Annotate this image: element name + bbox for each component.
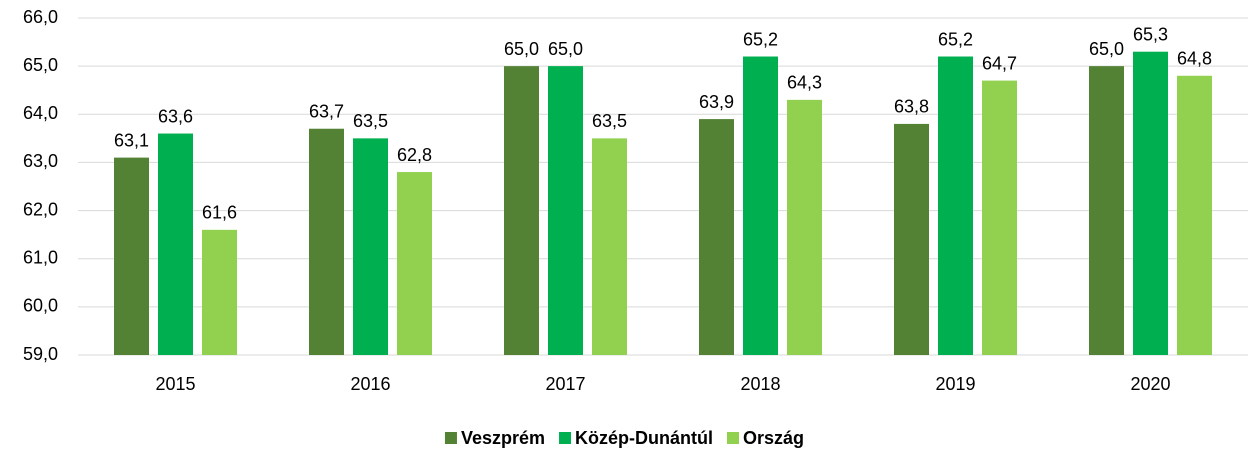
data-label: 63,7 <box>309 101 344 121</box>
bar <box>202 229 237 355</box>
bar <box>592 138 627 355</box>
y-tick-label: 64,0 <box>23 103 58 123</box>
x-tick-label: 2019 <box>935 374 975 394</box>
y-tick-label: 63,0 <box>23 151 58 171</box>
bar <box>309 128 344 355</box>
data-label: 65,0 <box>504 39 539 59</box>
y-tick-label: 66,0 <box>23 7 58 27</box>
bar <box>787 99 822 355</box>
legend-swatch <box>559 432 572 444</box>
data-label: 63,6 <box>158 106 193 126</box>
data-label: 65,0 <box>1089 39 1124 59</box>
data-label: 63,9 <box>699 92 734 112</box>
legend-label: Ország <box>743 428 804 448</box>
legend-swatch <box>444 432 457 444</box>
bar <box>114 157 149 355</box>
x-tick-label: 2015 <box>155 374 195 394</box>
data-label: 63,5 <box>592 111 627 131</box>
data-label: 65,0 <box>548 39 583 59</box>
bar <box>938 56 973 356</box>
y-tick-label: 65,0 <box>23 55 58 75</box>
bar <box>1177 75 1212 356</box>
data-label: 65,2 <box>938 29 973 49</box>
data-label: 65,2 <box>743 29 778 49</box>
bar <box>894 123 929 356</box>
bar <box>743 56 778 356</box>
bar <box>397 172 432 355</box>
data-label: 61,6 <box>202 203 237 223</box>
bar <box>982 80 1017 355</box>
legend-label: Közép-Dunántúl <box>575 428 713 448</box>
y-tick-label: 61,0 <box>23 247 58 267</box>
x-tick-label: 2017 <box>545 374 585 394</box>
y-tick-label: 59,0 <box>23 344 58 364</box>
x-tick-label: 2016 <box>350 374 390 394</box>
data-label: 63,5 <box>353 111 388 131</box>
data-label: 63,1 <box>114 130 149 150</box>
x-tick-label: 2018 <box>740 374 780 394</box>
data-label: 64,3 <box>787 73 822 93</box>
data-label: 63,8 <box>894 97 929 117</box>
legend-label: Veszprém <box>461 428 545 448</box>
y-tick-label: 60,0 <box>23 296 58 316</box>
data-label: 65,3 <box>1133 24 1168 44</box>
data-label: 62,8 <box>397 145 432 165</box>
bar <box>504 66 539 356</box>
bar <box>353 138 388 355</box>
bar <box>158 133 193 355</box>
bar <box>1133 51 1168 355</box>
bar <box>1089 66 1124 356</box>
data-label: 64,7 <box>982 53 1017 73</box>
y-tick-label: 62,0 <box>23 199 58 219</box>
x-tick-label: 2020 <box>1130 374 1170 394</box>
data-label: 64,8 <box>1177 49 1212 69</box>
bar <box>548 66 583 356</box>
legend-swatch <box>727 432 740 444</box>
bar <box>699 119 734 355</box>
